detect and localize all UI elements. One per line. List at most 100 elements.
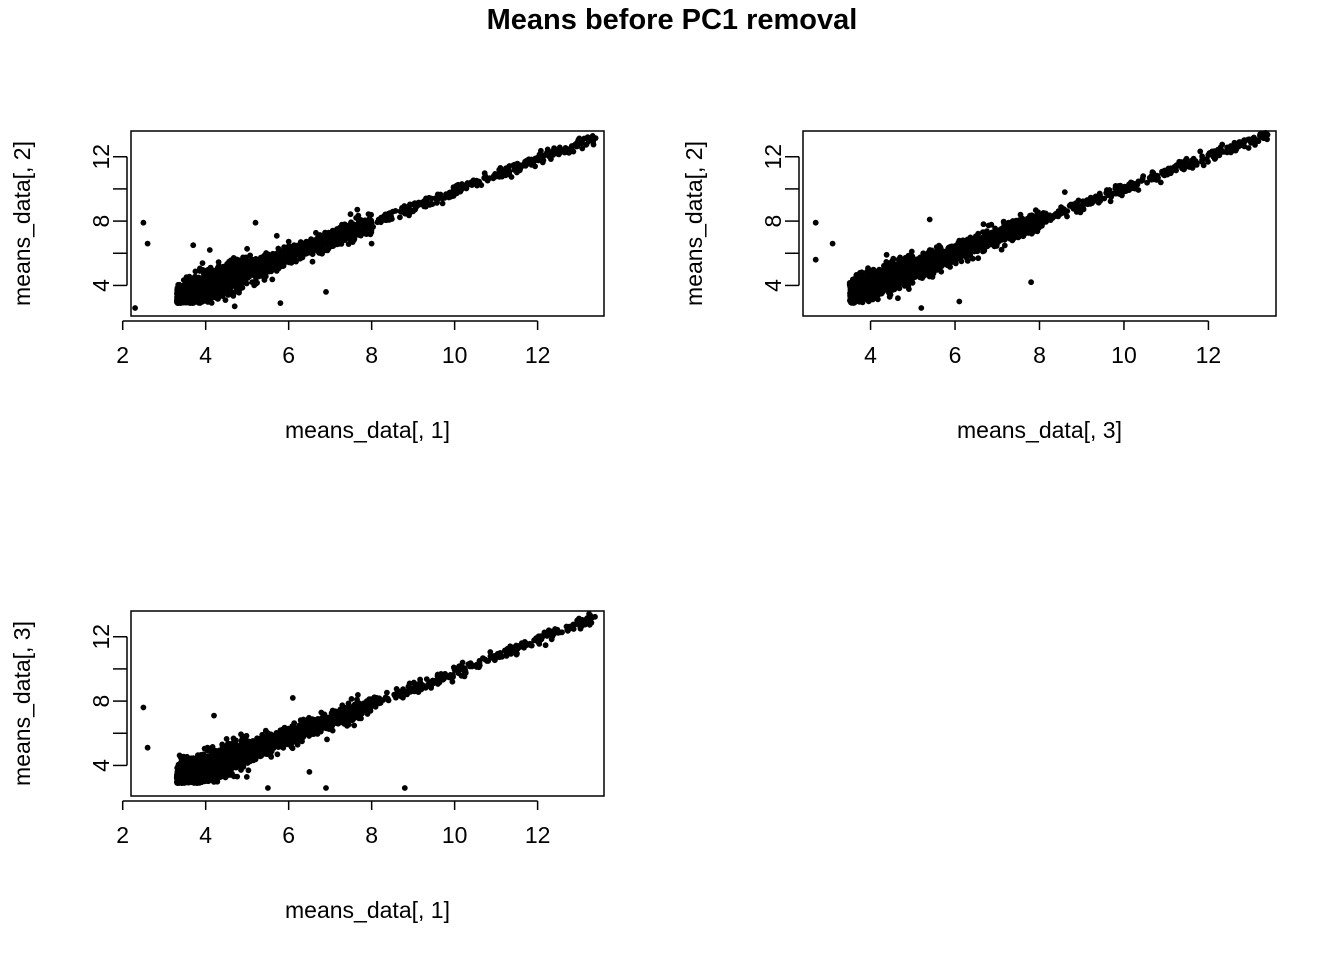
scatter-point <box>193 291 200 298</box>
scatter-point <box>199 289 206 296</box>
scatter-point <box>562 149 569 156</box>
scatter-point <box>944 256 951 263</box>
scatter-point <box>539 156 546 163</box>
scatter-point <box>517 162 524 169</box>
scatter-point <box>975 255 982 262</box>
scatter-point <box>434 199 440 206</box>
outlier-point <box>1061 189 1068 196</box>
scatter-point <box>501 167 508 174</box>
scatter-point <box>490 175 497 182</box>
scatter-point <box>1026 221 1033 228</box>
scatter-point <box>355 212 362 219</box>
scatter-point <box>1080 198 1086 205</box>
scatter-point <box>1038 213 1045 220</box>
scatter-point <box>590 141 597 148</box>
x-tick-label: 6 <box>282 342 295 368</box>
x-tick-label: 4 <box>864 342 877 368</box>
scatter-point <box>528 158 535 165</box>
scatter-point <box>237 278 244 285</box>
scatter-point <box>248 265 255 272</box>
scatter-point <box>998 225 1005 232</box>
scatter-point <box>886 260 892 267</box>
scatter-point <box>946 247 952 254</box>
scatter-point <box>1199 153 1205 160</box>
scatter-point <box>557 149 563 156</box>
scatter-point <box>196 285 203 291</box>
outlier-point <box>829 240 836 247</box>
scatter-point <box>892 278 899 285</box>
scatter-point <box>262 258 269 264</box>
outlier-point <box>812 256 819 263</box>
scatter-point <box>423 195 429 202</box>
scatter-point <box>228 257 234 264</box>
scatter-point <box>275 264 282 271</box>
outlier-point <box>918 305 925 311</box>
scatter-point <box>351 235 358 242</box>
scatter-point <box>213 279 220 285</box>
outlier-point <box>956 298 963 305</box>
scatter-point <box>481 170 488 177</box>
scatter-point <box>269 276 276 283</box>
x-axis-label: means_data[, 3] <box>957 417 1122 443</box>
scatter-point <box>203 295 210 302</box>
y-axis-label: means_data[, 2] <box>9 141 35 306</box>
scatter-point <box>911 268 917 275</box>
scatter-point <box>429 201 436 208</box>
scatter-point <box>354 206 361 213</box>
x-tick-label: 6 <box>949 342 962 368</box>
scatter-point <box>851 297 858 304</box>
scatter-point <box>404 205 410 212</box>
x-tick-label: 8 <box>365 342 378 368</box>
scatter-point <box>1217 144 1224 151</box>
scatter-point <box>1104 187 1110 193</box>
x-tick-label: 12 <box>525 342 551 368</box>
scatter-point <box>986 236 993 243</box>
scatter-point <box>309 258 316 265</box>
scatter-point <box>181 293 188 299</box>
scatter-point <box>1052 213 1059 219</box>
scatter-point <box>1116 191 1122 197</box>
scatter-point <box>1184 162 1191 169</box>
scatter-point <box>536 151 543 158</box>
x-tick-label: 10 <box>1111 342 1137 368</box>
scatter-point <box>938 268 945 275</box>
scatter-point <box>960 239 967 246</box>
scatter-point <box>188 275 195 282</box>
scatter-point <box>1192 160 1199 167</box>
outlier-point <box>323 289 329 295</box>
scatter-point <box>232 268 238 275</box>
scatter-point <box>341 237 348 244</box>
scatter-point <box>574 138 581 145</box>
outlier-point <box>812 219 819 226</box>
scatter-point <box>324 247 331 254</box>
scatter-point <box>903 258 910 265</box>
scatter-point <box>439 200 446 207</box>
scatter-point <box>1183 155 1190 162</box>
scatter-point <box>356 223 362 230</box>
scatter-point <box>1236 139 1243 145</box>
scatter-point <box>322 239 328 246</box>
scatter-point <box>1210 154 1217 160</box>
scatter-point <box>209 279 215 286</box>
outlier-point <box>1028 279 1034 286</box>
scatter-point <box>245 767 252 774</box>
plot-frame <box>802 130 1277 317</box>
scatter-point <box>866 283 873 290</box>
scatter-point <box>1096 197 1103 204</box>
scatter-point <box>267 255 274 261</box>
scatter-point <box>237 284 243 291</box>
scatter-point <box>927 269 933 276</box>
scatter-point <box>356 218 362 225</box>
scatter-point <box>1197 148 1204 155</box>
scatter-point <box>993 232 1000 239</box>
scatter-point <box>1179 165 1185 172</box>
scatter-point <box>862 288 869 295</box>
scatter-point <box>367 231 374 238</box>
scatter-point <box>343 226 349 232</box>
scatter-point <box>1161 172 1168 179</box>
scatter-point <box>174 289 181 296</box>
scatter-point <box>262 273 269 280</box>
scatter-point <box>397 214 403 221</box>
scatter-point <box>1157 179 1164 186</box>
